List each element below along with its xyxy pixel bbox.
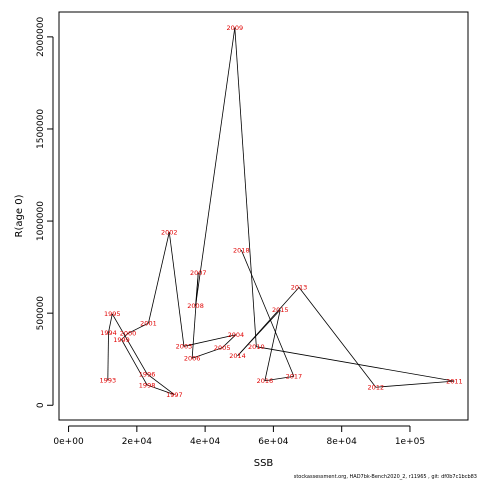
series-segment	[127, 322, 149, 334]
point-label-2002: 2002	[161, 228, 178, 236]
y-tick-label: 2000000	[36, 17, 46, 57]
point-label-2018: 2018	[233, 246, 250, 254]
y-axis-title: R(age 0)	[14, 194, 25, 237]
series-segment	[195, 27, 236, 306]
series-segment	[264, 309, 281, 381]
point-label-1996: 1996	[139, 370, 156, 378]
x-tick-label: 6e+04	[258, 437, 289, 447]
point-label-1994: 1994	[100, 329, 117, 337]
point-label-1999: 1999	[113, 336, 130, 344]
series-segment	[192, 347, 223, 359]
series-segment	[146, 373, 175, 395]
point-label-2007: 2007	[190, 269, 207, 277]
point-label-2009: 2009	[227, 24, 244, 32]
footer-note: stockassessment.org, HAD7bk-Bench2020_2,…	[294, 474, 477, 480]
plot-frame	[58, 11, 469, 421]
x-tick-label: 1e+05	[395, 437, 425, 447]
x-tick-label: 4e+04	[190, 437, 221, 447]
y-tick-label: 500000	[36, 296, 46, 331]
point-label-2003: 2003	[176, 343, 193, 351]
x-axis-title: SSB	[254, 458, 274, 469]
x-tick-label: 2e+04	[122, 437, 153, 447]
series-segment	[375, 380, 455, 388]
point-label-2016: 2016	[257, 377, 274, 385]
point-label-2008: 2008	[187, 302, 204, 310]
point-label-2015: 2015	[272, 306, 289, 314]
point-label-1993: 1993	[100, 377, 117, 385]
series-segment	[111, 313, 148, 375]
series-group	[107, 27, 455, 395]
series-segment	[240, 249, 295, 377]
series-segment	[234, 27, 257, 347]
series-segment	[298, 287, 377, 388]
y-tick-label: 1000000	[36, 201, 46, 241]
y-tick-label: 1500000	[36, 109, 46, 149]
series-segment	[221, 334, 237, 349]
series-segment	[107, 332, 109, 381]
y-tick-label: 0	[36, 402, 46, 408]
point-label-2004: 2004	[228, 331, 245, 339]
x-axis: 0e+00 2e+04 4e+04 6e+04 8e+04 1e+05	[53, 425, 425, 447]
y-axis: 0 500000 1000000 1500000 2000000	[36, 17, 54, 408]
point-label-2000: 2000	[120, 330, 137, 338]
series-segment	[121, 339, 148, 386]
point-label-1998: 1998	[139, 381, 156, 389]
series-segment	[146, 384, 175, 395]
x-tick-label: 8e+04	[327, 437, 358, 447]
point-label-2010: 2010	[248, 343, 265, 351]
point-label-1997: 1997	[166, 391, 183, 399]
series-segment	[237, 309, 281, 357]
point-label-2006: 2006	[184, 355, 201, 363]
series-segment	[121, 333, 129, 340]
series-segment	[168, 232, 185, 347]
x-tick-label: 0e+00	[53, 437, 84, 447]
point-label-2005: 2005	[214, 344, 231, 352]
point-label-2017: 2017	[286, 373, 303, 381]
point-label-2013: 2013	[291, 284, 308, 292]
axes-group: 0e+00 2e+04 4e+04 6e+04 8e+04 1e+05 0 500000 10…	[36, 11, 469, 447]
point-label-1995: 1995	[104, 310, 121, 318]
point-label-2001: 2001	[140, 319, 157, 327]
series-segment	[264, 375, 294, 382]
series-segment	[183, 334, 236, 347]
series-segment	[148, 232, 170, 324]
point-label-2014: 2014	[229, 352, 246, 360]
series-segment	[108, 313, 113, 333]
point-label-2012: 2012	[368, 384, 385, 392]
series-segment	[256, 346, 455, 382]
point-label-2011: 2011	[446, 377, 463, 385]
